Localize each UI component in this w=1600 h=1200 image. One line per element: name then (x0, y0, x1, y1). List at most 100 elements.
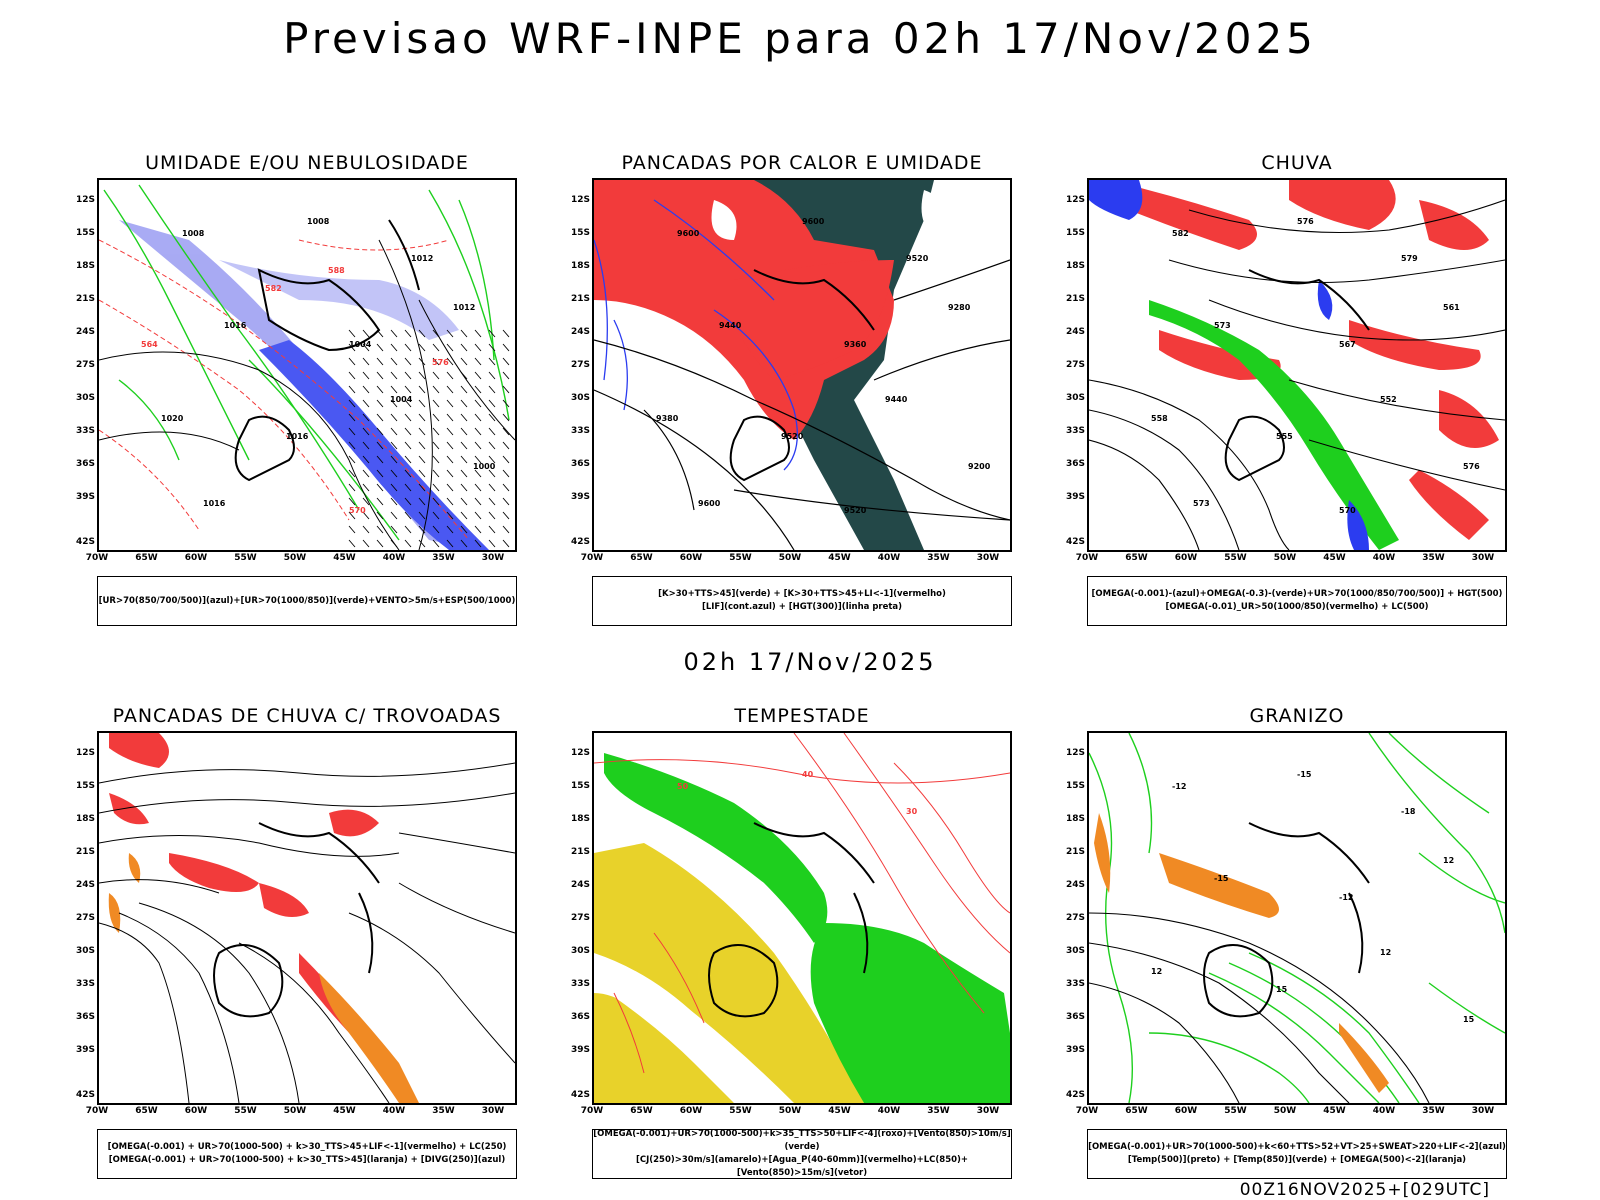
lon-tick-label: 50W (778, 1106, 802, 1116)
wind-arrow (390, 483, 398, 492)
panel-legend: [OMEGA(-0.001)+UR>70(1000-500)+k>35_TTS>… (592, 1129, 1012, 1179)
lat-axis: 12S 15S 18S 21S 24S 27S 30S 33S 36S 39S 42S (65, 731, 95, 1105)
contour-label: 9440 (719, 321, 742, 330)
wind-arrow (460, 329, 468, 338)
lat-tick-label: 39S (1065, 1045, 1085, 1055)
wind-arrow (348, 525, 356, 534)
wind-arrow (432, 329, 440, 338)
lon-tick-label: 50W (778, 553, 802, 563)
contour-label: -12 (1172, 782, 1186, 791)
wind-arrow (460, 441, 468, 450)
wind-arrow (376, 539, 384, 548)
contour-label: 558 (1151, 414, 1168, 423)
wind-arrow (390, 343, 398, 352)
wind-arrow (474, 525, 482, 534)
wind-arrow (348, 455, 356, 464)
lat-tick-label: 24S (1065, 880, 1085, 890)
moisture-blue (119, 220, 489, 550)
lat-tick-label: 21S (75, 847, 95, 857)
contour-label: 564 (141, 340, 158, 349)
lat-tick-label: 24S (1065, 327, 1085, 337)
orange-omega (1094, 813, 1389, 1093)
lon-tick-label: 65W (135, 553, 158, 563)
white-spots (711, 190, 947, 240)
lon-tick-label: 50W (1273, 553, 1297, 563)
lon-tick-label: 60W (1174, 1106, 1198, 1116)
wind-arrow (446, 357, 454, 366)
wind-arrow (404, 413, 412, 422)
legend-line: [OMEGA(-0.01)_UR>50(1000/850)(vermelho) … (1165, 602, 1429, 612)
wind-arrow (376, 441, 384, 450)
lat-tick-label: 42S (1065, 1090, 1085, 1100)
wind-arrow (502, 511, 510, 520)
contour-label: 570 (349, 506, 366, 515)
wind-arrow (390, 357, 398, 366)
lon-tick-label: 35W (927, 1106, 950, 1116)
lat-tick-label: 36S (75, 1012, 95, 1022)
lat-tick-label: 21S (570, 847, 590, 857)
lon-tick-label: 65W (1125, 553, 1148, 563)
contour-label: 12 (1151, 967, 1162, 976)
wind-arrow (460, 469, 468, 478)
lon-tick-label: 60W (184, 553, 208, 563)
wind-arrow (432, 525, 440, 534)
lon-tick-label: 35W (927, 553, 950, 563)
wind-arrow (390, 511, 398, 520)
coast-borders (234, 219, 420, 482)
contour-label: 576 (1297, 217, 1314, 226)
wind-arrow (390, 497, 398, 506)
wind-arrow (418, 329, 426, 338)
lat-tick-label: 36S (570, 459, 590, 469)
lat-axis: 12S 15S 18S 21S 24S 27S 30S 33S 36S 39S 42S (560, 731, 590, 1105)
lat-tick-label: 33S (1065, 979, 1085, 989)
lat-tick-label: 30S (1065, 393, 1085, 403)
contour-label: 9440 (885, 395, 908, 404)
wind-arrow (348, 357, 356, 366)
wind-arrow (446, 399, 454, 408)
wind-arrow (404, 343, 412, 352)
lat-tick-label: 33S (75, 979, 95, 989)
white-band (594, 953, 764, 1103)
map-pancadas-calor: 9600 9600 9520 9440 9360 9280 9380 9520 9440 9200… (592, 178, 1012, 552)
lat-tick-label: 12S (570, 195, 590, 205)
wind-arrow (432, 357, 440, 366)
wind-arrow (460, 483, 468, 492)
wind-arrow (488, 413, 496, 422)
wind-arrow (390, 469, 398, 478)
wind-arrow (446, 329, 454, 338)
lon-axis: 70W 65W 60W 55W 50W 45W 40W 35W 30W (86, 552, 517, 566)
lon-tick-label: 55W (1224, 1106, 1247, 1116)
lon-tick-label: 50W (283, 1106, 307, 1116)
contour-label: 1008 (182, 229, 205, 238)
wind-arrow (474, 371, 482, 380)
lat-tick-label: 21S (1065, 294, 1085, 304)
lat-tick-label: 39S (75, 1045, 95, 1055)
contour-label: 582 (265, 284, 282, 293)
wind-arrow (474, 427, 482, 436)
wind-arrow (446, 455, 454, 464)
lat-tick-label: 12S (1065, 748, 1085, 758)
wind-arrow (432, 483, 440, 492)
lon-tick-label: 45W (1323, 553, 1346, 563)
lat-tick-label: 27S (1065, 360, 1085, 370)
panel-title: PANCADAS DE CHUVA C/ TROVOADAS (112, 705, 502, 727)
lat-tick-label: 33S (570, 426, 590, 436)
lat-tick-label: 15S (1065, 781, 1085, 791)
wind-arrow (362, 483, 370, 492)
lon-tick-label: 30W (976, 553, 1000, 563)
lon-tick-label: 40W (1372, 553, 1396, 563)
wind-arrow (376, 469, 384, 478)
lat-tick-label: 12S (75, 195, 95, 205)
wind-arrow (418, 413, 426, 422)
contour-label: 9600 (677, 229, 700, 238)
wind-arrow (446, 343, 454, 352)
wind-arrow (474, 385, 482, 394)
lat-tick-label: 30S (1065, 946, 1085, 956)
contour-label: 1016 (286, 432, 309, 441)
lat-axis: 12S 15S 18S 21S 24S 27S 30S 33S 36S 39S 42S (1055, 178, 1085, 552)
wind-arrow (376, 525, 384, 534)
wind-arrow (474, 399, 482, 408)
wind-arrow (362, 525, 370, 534)
coast-borders (213, 822, 380, 1018)
wind-arrow (362, 329, 370, 338)
